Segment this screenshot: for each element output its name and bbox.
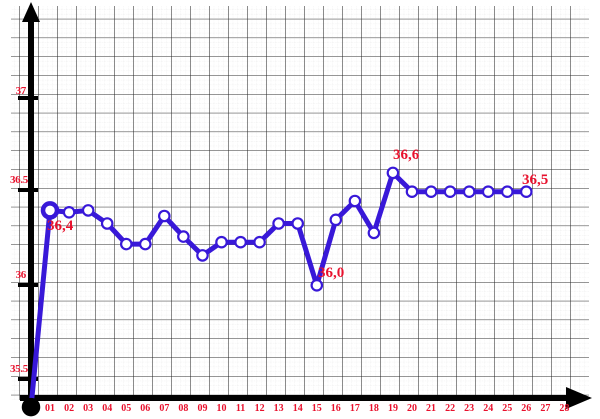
data-point-marker[interactable]: [120, 237, 133, 251]
y-tick-label-35-5: 35.5: [9, 363, 28, 375]
data-point-marker[interactable]: [329, 213, 343, 227]
data-point-marker[interactable]: [481, 185, 495, 198]
annotation-36-0: 36,0: [318, 265, 345, 281]
data-point-marker[interactable]: [367, 226, 381, 240]
data-point-marker[interactable]: [100, 217, 114, 230]
data-point-marker[interactable]: [81, 204, 95, 217]
y-axis: [22, 2, 40, 400]
x-tick-label-14: 14: [292, 403, 303, 414]
data-point-marker[interactable]: [443, 185, 457, 198]
x-tick-label-20: 20: [407, 403, 417, 414]
x-tick-label-27: 27: [540, 403, 551, 414]
data-point-marker[interactable]: [405, 185, 419, 198]
x-tick-label-28: 28: [559, 403, 570, 414]
data-point-marker[interactable]: [519, 185, 533, 198]
data-point-marker[interactable]: [291, 217, 304, 230]
data-point-marker[interactable]: [234, 235, 247, 249]
x-tick-label-08: 08: [178, 403, 189, 414]
right-arrow-icon: [566, 387, 592, 409]
data-point-marker[interactable]: [424, 185, 438, 198]
x-tick-label-05: 05: [121, 403, 132, 414]
up-arrow-icon: [22, 2, 40, 22]
x-tick-label-12: 12: [254, 403, 265, 414]
x-tick-label-10: 10: [216, 403, 227, 414]
x-tick-label-21: 21: [426, 403, 437, 414]
x-tick-label-13: 13: [273, 403, 284, 414]
series-line: [28, 170, 529, 410]
x-tick-label-04: 04: [102, 403, 113, 414]
x-tick-label-06: 06: [140, 403, 151, 414]
x-tick-label-03: 03: [83, 403, 94, 414]
data-point-marker[interactable]: [215, 235, 228, 249]
data-point-marker[interactable]: [348, 194, 362, 208]
data-point-marker[interactable]: [40, 201, 60, 220]
data-point-marker[interactable]: [386, 166, 400, 180]
x-tick-label-07: 07: [159, 403, 170, 414]
y-tick-label-37: 37: [15, 85, 27, 97]
data-point-marker[interactable]: [253, 235, 266, 249]
x-tick-label-02: 02: [64, 403, 75, 414]
x-tick-label-11: 11: [235, 403, 246, 414]
x-tick-label-24: 24: [483, 403, 494, 414]
data-point-marker[interactable]: [462, 185, 476, 198]
y-tick-label-36-5: 36.5: [9, 174, 28, 186]
x-tick-label-25: 25: [502, 403, 513, 414]
data-point-marker[interactable]: [196, 249, 209, 262]
x-tick-label-19: 19: [387, 403, 398, 414]
annotation-36-4: 36,4: [47, 218, 74, 234]
annotation-36-5: 36,5: [522, 172, 549, 188]
data-point-marker[interactable]: [177, 230, 190, 243]
x-tick-label-15: 15: [311, 403, 322, 414]
data-point-marker[interactable]: [62, 206, 76, 219]
x-axis: [20, 387, 592, 409]
x-tick-label-18: 18: [368, 403, 379, 414]
x-tick-label-17: 17: [349, 403, 360, 414]
x-tick-label-26: 26: [521, 403, 532, 414]
x-tick-label-09: 09: [197, 403, 208, 414]
annotation-36-6: 36,6: [393, 147, 420, 163]
x-tick-label-01: 01: [45, 403, 56, 414]
x-tick-label-16: 16: [330, 403, 341, 414]
data-point-marker[interactable]: [139, 237, 152, 251]
data-point-marker[interactable]: [310, 278, 324, 292]
x-tick-label-22: 22: [445, 403, 456, 414]
data-point-marker[interactable]: [158, 209, 171, 223]
data-point-marker[interactable]: [272, 217, 285, 230]
x-tick-label-23: 23: [464, 403, 475, 414]
data-point-marker[interactable]: [500, 185, 514, 198]
data-point-marker[interactable]: [21, 397, 41, 417]
y-tick-label-36: 36: [15, 269, 27, 281]
temperature-series: [21, 166, 533, 417]
